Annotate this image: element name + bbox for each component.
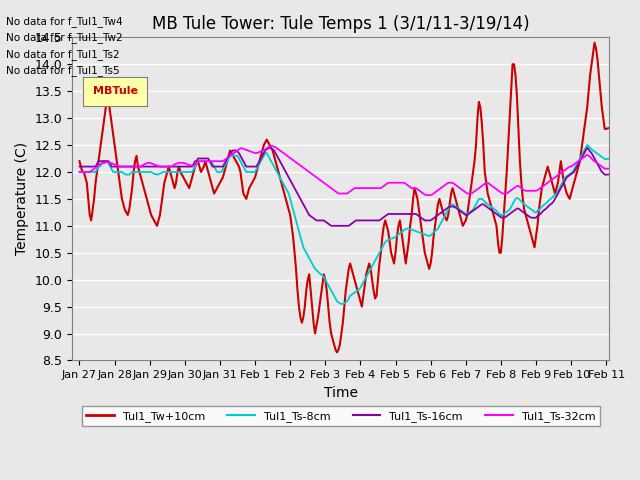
Tul1_Ts-8cm (477, 196, 484, 202)
Tul1_Tw+10cm (591, 40, 598, 46)
Line: Tul1_Ts-32cm: Tul1_Ts-32cm (79, 146, 640, 195)
Tul1_Ts-32cm (365, 185, 373, 191)
Tul1_Ts-16cm (367, 217, 374, 223)
Tul1_Ts-8cm (583, 142, 591, 148)
Tul1_Ts-8cm (337, 301, 345, 307)
Tul1_Ts-32cm (636, 164, 640, 169)
Text: No data for f_Tul1_Ts2: No data for f_Tul1_Ts2 (6, 48, 120, 60)
Title: MB Tule Tower: Tule Temps 1 (3/1/11-3/19/14): MB Tule Tower: Tule Temps 1 (3/1/11-3/19… (152, 15, 529, 33)
Tul1_Tw+10cm (95, 158, 102, 164)
Y-axis label: Temperature (C): Temperature (C) (15, 143, 29, 255)
Tul1_Ts-16cm (112, 164, 120, 169)
Tul1_Ts-16cm (478, 202, 486, 207)
Tul1_Ts-32cm (268, 143, 275, 149)
Tul1_Ts-32cm (635, 164, 640, 169)
Line: Tul1_Ts-8cm: Tul1_Ts-8cm (79, 145, 640, 304)
Tul1_Ts-32cm (561, 167, 569, 173)
Tul1_Tw+10cm (477, 105, 484, 110)
Tul1_Ts-16cm (76, 164, 83, 169)
Tul1_Ts-8cm (560, 177, 568, 183)
Tul1_Tw+10cm (76, 158, 83, 164)
Legend: Tul1_Tw+10cm, Tul1_Ts-8cm, Tul1_Ts-16cm, Tul1_Ts-32cm: Tul1_Tw+10cm, Tul1_Ts-8cm, Tul1_Ts-16cm,… (81, 406, 600, 426)
Tul1_Ts-32cm (76, 169, 83, 175)
Tul1_Tw+10cm (635, 116, 640, 121)
Tul1_Ts-32cm (478, 183, 486, 189)
Tul1_Tw+10cm (636, 115, 640, 121)
Text: No data for f_Tul1_Tw4: No data for f_Tul1_Tw4 (6, 16, 123, 27)
Tul1_Ts-32cm (422, 192, 430, 198)
Tul1_Ts-16cm (561, 177, 569, 183)
Line: Tul1_Ts-16cm: Tul1_Ts-16cm (79, 148, 640, 226)
Text: No data for f_Tul1_Tw2: No data for f_Tul1_Tw2 (6, 32, 123, 43)
Tul1_Ts-32cm (112, 162, 120, 168)
Tul1_Ts-8cm (636, 153, 640, 159)
Tul1_Ts-8cm (76, 169, 83, 175)
Tul1_Ts-16cm (635, 169, 640, 175)
Tul1_Ts-8cm (635, 153, 640, 159)
Tul1_Tw+10cm (365, 261, 373, 266)
Tul1_Ts-16cm (636, 169, 640, 175)
Tul1_Ts-8cm (112, 169, 120, 175)
Text: MBTule: MBTule (93, 86, 138, 96)
Text: No data for f_Tul1_Ts5: No data for f_Tul1_Ts5 (6, 65, 120, 76)
Tul1_Ts-16cm (266, 145, 273, 151)
Tul1_Tw+10cm (112, 153, 120, 159)
Tul1_Tw+10cm (333, 349, 341, 355)
Tul1_Ts-16cm (327, 223, 335, 228)
X-axis label: Time: Time (324, 386, 358, 400)
Tul1_Tw+10cm (560, 180, 568, 186)
Tul1_Ts-8cm (365, 269, 373, 275)
Tul1_Ts-16cm (95, 158, 102, 164)
Line: Tul1_Tw+10cm: Tul1_Tw+10cm (79, 43, 640, 352)
Tul1_Ts-8cm (95, 164, 102, 169)
Tul1_Ts-32cm (95, 163, 102, 168)
